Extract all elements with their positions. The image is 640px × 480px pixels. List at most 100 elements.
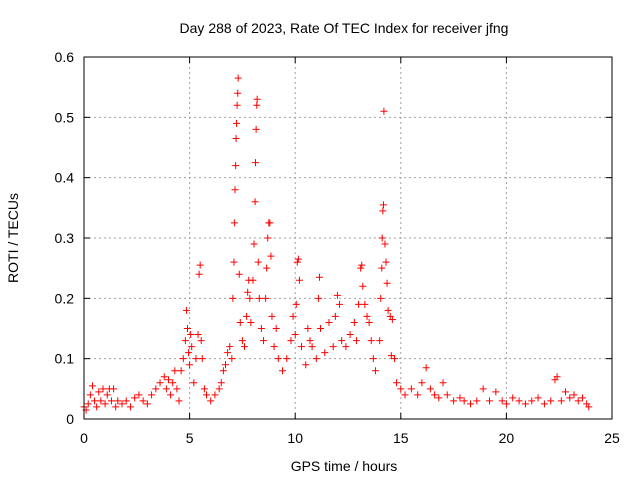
data-point (498, 397, 506, 405)
data-point (173, 385, 181, 393)
data-point (291, 331, 299, 339)
data-point (167, 391, 175, 399)
data-point (333, 291, 341, 299)
data-point (234, 74, 242, 82)
data-point (279, 367, 287, 375)
data-point (194, 331, 202, 339)
data-point (272, 325, 280, 332)
y-tick-label: 0.6 (55, 49, 75, 65)
data-point (570, 391, 578, 399)
data-point (175, 397, 183, 405)
data-point (110, 385, 118, 393)
data-point (414, 391, 422, 399)
data-point (97, 397, 105, 405)
data-point (306, 337, 314, 345)
data-point (211, 391, 219, 399)
data-point (361, 300, 369, 308)
data-point (450, 397, 458, 405)
data-point (200, 385, 208, 393)
data-point (246, 294, 254, 302)
data-point (186, 361, 194, 369)
data-point (262, 294, 270, 302)
x-tick-label: 0 (80, 430, 88, 446)
y-tick-label: 0.3 (55, 230, 75, 246)
data-point (431, 391, 439, 399)
data-point (179, 355, 187, 363)
data-point (557, 397, 565, 405)
data-point (509, 394, 517, 402)
data-point (359, 282, 367, 290)
data-point (547, 397, 555, 405)
data-point (215, 385, 223, 393)
data-point (196, 261, 204, 269)
data-point (148, 391, 156, 399)
data-point (295, 276, 303, 284)
data-point (118, 400, 126, 408)
data-point (182, 306, 190, 314)
data-point (502, 400, 510, 408)
x-tick-label: 25 (604, 430, 620, 446)
y-tick-label: 0.1 (55, 351, 75, 367)
data-point (112, 403, 120, 411)
data-point (181, 337, 189, 345)
data-point (384, 306, 392, 314)
data-point (143, 400, 151, 408)
data-point (365, 318, 373, 326)
data-point (135, 391, 143, 399)
x-axis-label: GPS time / hours (291, 458, 398, 474)
data-point (230, 219, 238, 227)
data-point (521, 400, 529, 408)
plot-frame (83, 56, 613, 420)
data-point (358, 261, 366, 269)
data-point (479, 385, 487, 393)
data-point (171, 367, 179, 375)
data-point (342, 343, 350, 351)
data-point (534, 394, 542, 402)
data-point (381, 240, 389, 248)
data-point (371, 367, 379, 375)
data-point (401, 391, 409, 399)
data-point (379, 207, 387, 215)
x-tick-label: 20 (499, 430, 515, 446)
data-point (308, 343, 316, 351)
data-point (304, 325, 312, 332)
data-point (197, 337, 205, 345)
data-point (302, 361, 310, 369)
data-point (492, 388, 500, 396)
data-point (107, 397, 115, 405)
data-point (382, 258, 390, 266)
data-point (566, 394, 574, 402)
data-point (379, 201, 387, 209)
y-tick-label: 0.5 (55, 109, 75, 125)
data-point (540, 400, 548, 408)
data-point (289, 312, 297, 320)
data-point (264, 234, 272, 242)
data-point (84, 400, 92, 408)
data-point (460, 397, 468, 405)
data-point (314, 294, 322, 302)
data-point (338, 337, 346, 345)
data-point (131, 394, 139, 402)
data-point (190, 379, 198, 387)
data-point (515, 397, 523, 405)
data-point (456, 394, 464, 402)
data-point (238, 337, 246, 345)
data-points (80, 74, 593, 414)
data-point (293, 258, 301, 266)
data-point (251, 159, 259, 167)
data-point (169, 379, 177, 387)
data-point (426, 385, 434, 393)
data-point (585, 403, 593, 411)
data-point (283, 355, 291, 363)
data-point (294, 255, 302, 263)
data-point (234, 89, 242, 97)
data-point (231, 186, 239, 194)
data-point (224, 349, 232, 357)
data-point (99, 385, 107, 393)
data-point (247, 318, 255, 326)
data-point (185, 349, 193, 357)
data-point (407, 385, 415, 393)
data-point (93, 403, 101, 411)
data-point (352, 337, 360, 345)
